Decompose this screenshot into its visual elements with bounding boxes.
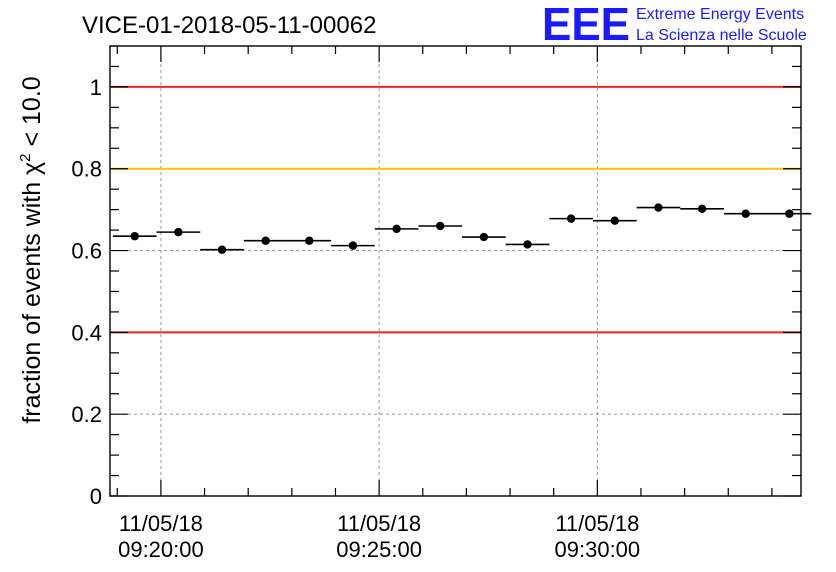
y-tick-label: 0.6 [71, 239, 102, 264]
x-tick-labels: 11/05/1809:20:0011/05/1809:25:0011/05/18… [118, 511, 640, 562]
y-axis-label-sup: 2 [17, 153, 34, 161]
x-tick-label-time: 09:25:00 [336, 537, 422, 562]
x-tick-label-time: 09:20:00 [118, 537, 204, 562]
data-point [174, 228, 182, 236]
y-tick-label: 0.2 [71, 402, 102, 427]
y-tick-label: 1 [90, 75, 102, 100]
data-points [113, 203, 811, 254]
data-point [567, 214, 575, 222]
data-point [261, 237, 269, 245]
axis-ticks [110, 46, 801, 496]
data-point [611, 216, 619, 224]
y-tick-label: 0.8 [71, 157, 102, 182]
x-tick-label-date: 11/05/18 [337, 511, 421, 536]
logo-line-1: Extreme Energy Events [636, 6, 804, 23]
chart-title: VICE-01-2018-05-11-00062 [82, 12, 376, 39]
data-point [392, 225, 400, 233]
data-point [785, 210, 793, 218]
y-axis-label-symbol: χ [18, 162, 46, 175]
plot-frame [110, 46, 801, 496]
data-point [305, 237, 313, 245]
data-point [698, 205, 706, 213]
y-tick-label: 0.4 [71, 320, 102, 345]
data-point [218, 246, 226, 254]
grid [110, 46, 801, 496]
logo-line-2: La Scienza nelle Scuole [636, 27, 807, 44]
data-point [742, 210, 750, 218]
x-tick-label-date: 11/05/18 [119, 511, 203, 536]
data-point [523, 240, 531, 248]
y-axis-label-tail: < 10.0 [18, 76, 46, 153]
data-point [480, 233, 488, 241]
data-point [654, 203, 662, 211]
logo-mark: EEE [542, 0, 630, 50]
data-point [436, 222, 444, 230]
y-tick-labels: 0 0.2 0.4 0.6 0.8 1 [71, 75, 102, 509]
reference-lines [110, 87, 801, 332]
x-tick-label-date: 11/05/18 [555, 511, 639, 536]
y-tick-label: 0 [90, 484, 102, 509]
x-tick-label-time: 09:30:00 [555, 537, 641, 562]
data-point [131, 232, 139, 240]
eee-logo: EEE Extreme Energy Events La Scienza nel… [542, 0, 807, 50]
y-axis-label: fraction of events with χ2 < 10.0 [17, 76, 46, 423]
data-point [349, 241, 357, 249]
y-axis-label-text: fraction of events with [18, 175, 46, 424]
